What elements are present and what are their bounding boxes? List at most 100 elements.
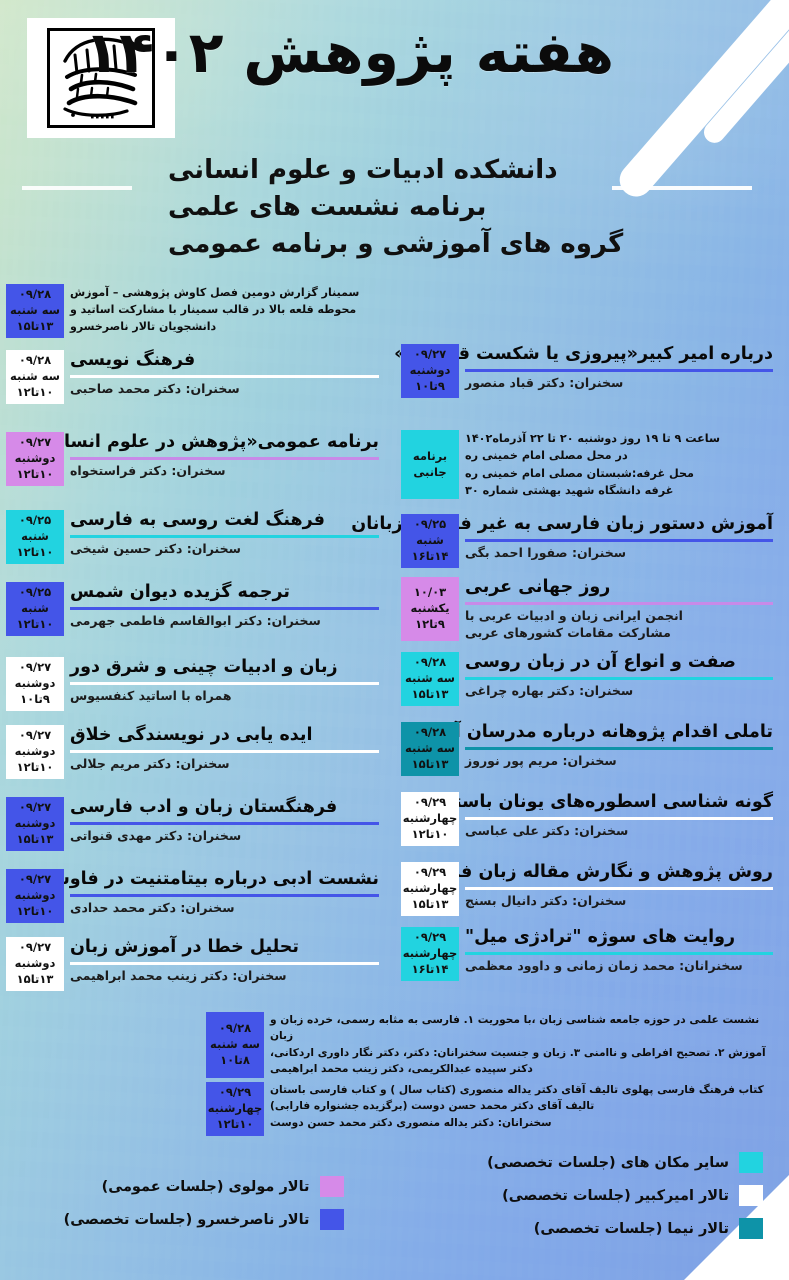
event-underline (70, 534, 379, 539)
event-date-badge: ۰۹/۲۸ سه شنبه ۱۳تا۱۵ (401, 652, 459, 706)
event-date-badge: ۰۹/۲۷ دوشنبه ۹تا۱۰ (401, 344, 459, 398)
schedule-event[interactable]: تاملی اقدام پژوهانه درباره مدرسان آزفا سخ… (395, 722, 789, 776)
event-title: نشست ادبی درباره بیتامتنیت در فاوست (34, 869, 379, 889)
event-time: ۱۰تا۱۲ (16, 616, 54, 631)
event-date-badge: ۰۹/۲۸ سه شنبه ۸تا۱۰ (206, 1012, 264, 1078)
event-date: ۰۹/۲۵ (18, 585, 52, 600)
title-divider-left (22, 186, 132, 190)
event-title: زبان و ادبیات چینی و شرق دور (70, 657, 338, 677)
legend-label: تالار نیما (جلسات تخصصی) (533, 1220, 729, 1237)
event-speaker: سخنران: دکتر ابوالقاسم فاطمی جهرمی (70, 613, 321, 629)
event-body: نشست ادبی درباره بیتامتنیت در فاوست سخنرا… (34, 869, 389, 923)
event-speaker: سخنران: دکتر محمد صاحبی (70, 381, 240, 397)
event-underline (465, 951, 773, 956)
schedule-event-wide[interactable]: کتاب فرهنگ فارسی پهلوی تالیف آقای دکتر ی… (200, 1082, 783, 1136)
event-time: ۱۳تا۱۵ (411, 686, 449, 701)
schedule-grid: درباره امیر کبیر«پیروزی یا شکست قاجاریه»… (0, 282, 789, 1150)
event-time: ۱۰تا۱۲ (16, 903, 54, 918)
event-date-badge: ۰۹/۲۷ دوشنبه ۹تا۱۰ (6, 657, 64, 711)
event-time: ۱۳تا۱۵ (411, 756, 449, 771)
event-day: سه شنبه (405, 671, 455, 686)
event-day: شنبه (21, 601, 49, 616)
event-date: ۰۹/۲۹ (413, 795, 447, 810)
schedule-event[interactable]: ایده یابی در نویسندگی خلاق سخنران: دکتر م… (0, 725, 395, 779)
schedule-event[interactable]: فرهنگستان زبان و ادب فارسی سخنران: دکتر م… (0, 797, 395, 851)
schedule-event-wide[interactable]: نشست علمی در حوزه جامعه شناسی زبان ،با م… (200, 1012, 783, 1078)
event-underline (70, 374, 379, 379)
event-title: فرهنگ لغت روسی به فارسی (70, 510, 325, 530)
event-body: برنامه عمومی«پژوهش در علوم انسانی» سخنران… (28, 432, 389, 486)
schedule-event[interactable]: روز جهانی عربی انجمن ایرانی زبان و ادبیات… (395, 577, 789, 641)
subtitle-block: دانشکده ادبیات و علوم انسانی برنامه نشست… (0, 152, 789, 263)
event-day: دوشنبه (409, 363, 451, 378)
legend-specialized-item: سایر مکان های (جلسات تخصصی) (487, 1152, 763, 1173)
event-date: ۰۹/۲۷ (18, 940, 52, 955)
event-underline (465, 886, 773, 891)
event-title: فرهنگستان زبان و ادب فارسی (70, 797, 338, 817)
event-body: فرهنگ نویسی سخنران: دکتر محمد صاحبی (64, 350, 389, 404)
event-title: درباره امیر کبیر«پیروزی یا شکست قاجاریه» (394, 344, 773, 364)
event-date: ۰۹/۲۹ (218, 1085, 252, 1100)
schedule-event[interactable]: صفت و انواع آن در زبان روسی سخنران: دکتر … (395, 652, 789, 706)
event-date: ۰۹/۲۸ (413, 655, 447, 670)
event-body: ترجمه گزیده دیوان شمس سخنران: دکتر ابوالق… (64, 582, 389, 636)
event-date-badge: ۰۹/۲۹ چهارشنبه ۱۴تا۱۶ (401, 927, 459, 981)
event-day: چهارشنبه (207, 1101, 263, 1116)
legend-label: سایر مکان های (جلسات تخصصی) (487, 1154, 729, 1171)
schedule-event[interactable]: روایت های سوژه "ترادژی میل" سخنرانان: محم… (395, 927, 789, 981)
event-date: ۰۹/۲۸ (18, 287, 52, 302)
subtitle-line-2: برنامه نشست های علمی (168, 191, 487, 222)
schedule-event[interactable]: زبان و ادبیات چینی و شرق دور همراه با اسا… (0, 657, 395, 711)
event-body: روز جهانی عربی انجمن ایرانی زبان و ادبیات… (459, 577, 783, 641)
legend-color-swatch (319, 1176, 344, 1197)
schedule-event[interactable]: ساعت ۹ تا ۱۹ روز دوشنبه ۲۰ تا ۲۲ آذرماه۱… (395, 430, 789, 500)
schedule-column-right: سمینار گزارش دومین فصل کاوش پژوهشی – آمو… (0, 282, 395, 1150)
event-day: سه شنبه (10, 369, 60, 384)
event-underline (70, 821, 379, 826)
event-date: ۰۹/۲۷ (18, 728, 52, 743)
schedule-event[interactable]: برنامه عمومی«پژوهش در علوم انسانی» سخنران… (0, 432, 395, 486)
schedule-event[interactable]: نشست ادبی درباره بیتامتنیت در فاوست سخنرا… (0, 869, 395, 923)
schedule-event[interactable]: ترجمه گزیده دیوان شمس سخنران: دکتر ابوالق… (0, 582, 395, 636)
event-underline (70, 606, 379, 611)
event-day: جانبی (413, 464, 447, 479)
event-speaker: سخنران: دکتر بهاره چراغی (465, 683, 634, 699)
schedule-event[interactable]: گونه شناسی اسطوره‌های یونان باستان سخنران… (395, 792, 789, 846)
event-day: سه شنبه (210, 1036, 260, 1051)
event-body: زبان و ادبیات چینی و شرق دور همراه با اسا… (64, 657, 389, 711)
event-speaker: سخنران: دکتر حسین شیخی (70, 541, 241, 557)
legend-group-specialized: سایر مکان های (جلسات تخصصی) تالار امیرکبی… (402, 1150, 763, 1270)
event-body: گونه شناسی اسطوره‌های یونان باستان سخنران… (433, 792, 783, 846)
event-date: ۰۹/۲۸ (218, 1021, 252, 1036)
event-underline (465, 676, 773, 681)
event-speaker: سخنران: دکتر مهدی قنواتی (70, 828, 242, 844)
schedule-event[interactable]: فرهنگ نویسی سخنران: دکتر محمد صاحبی ۰۹/۲۸ س… (0, 350, 395, 404)
university-logo-frame (47, 28, 155, 128)
event-date-badge: ۰۹/۲۹ چهارشنبه ۱۰تا۱۲ (206, 1082, 264, 1136)
event-title: ایده یابی در نویسندگی خلاق (70, 725, 313, 745)
event-title: روایت های سوژه "ترادژی میل" (465, 927, 736, 947)
schedule-event[interactable]: سمینار گزارش دومین فصل کاوش پژوهشی – آمو… (0, 284, 395, 338)
event-date: ۰۹/۲۵ (413, 517, 447, 532)
schedule-event[interactable]: فرهنگ لغت روسی به فارسی سخنران: دکتر حسین… (0, 510, 395, 564)
event-date: ۰۹/۲۷ (18, 800, 52, 815)
event-date: برنامه (412, 448, 448, 463)
event-day: سه شنبه (10, 303, 60, 318)
legend-hall-item: تالار مولوی (جلسات عمومی) (102, 1176, 344, 1197)
event-day: یکشنبه (410, 601, 450, 615)
event-date-badge: ۰۹/۲۵ شنبه ۱۰تا۱۲ (6, 582, 64, 636)
event-time: ۱۳تا۱۵ (411, 896, 449, 911)
event-title: برنامه عمومی«پژوهش در علوم انسانی» (28, 432, 379, 452)
schedule-event[interactable]: روش پژوهش و نگارش مقاله زبان فرانسه سخنرا… (395, 862, 789, 916)
event-time: ۱۰تا۱۲ (216, 1116, 254, 1131)
event-underline (70, 681, 379, 686)
event-underline (70, 893, 379, 898)
schedule-event[interactable]: درباره امیر کبیر«پیروزی یا شکست قاجاریه»… (394, 344, 789, 398)
schedule-event[interactable]: آموزش دستور زبان فارسی به غیر فارسی زبان… (351, 514, 789, 568)
event-underline (465, 538, 773, 543)
event-date-badge: ۱۰/۰۳ یکشنبه ۹تا۱۲ (401, 577, 459, 641)
schedule-event[interactable]: تحلیل خطا در آموزش زبان سخنران: دکتر زینب… (0, 937, 395, 991)
event-time: ۱۰تا۱۲ (411, 826, 449, 841)
event-time: ۱۰تا۱۲ (16, 759, 54, 774)
